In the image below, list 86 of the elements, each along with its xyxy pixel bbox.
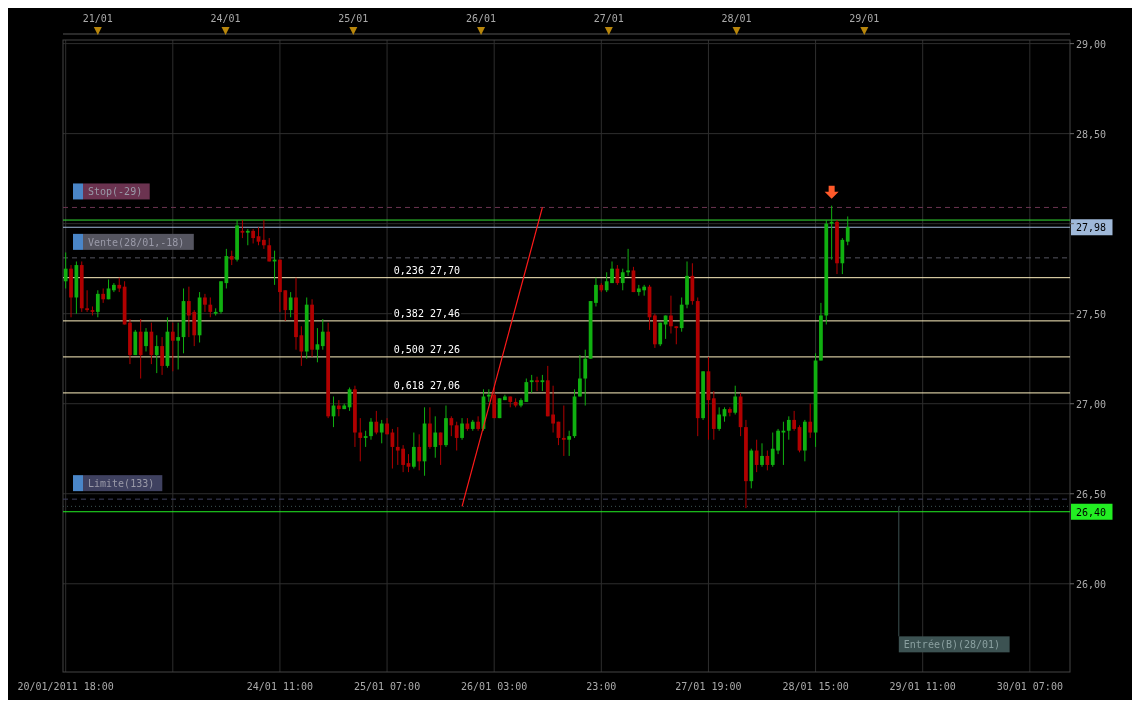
candlestick bbox=[583, 349, 588, 407]
candlestick bbox=[728, 406, 732, 417]
candlestick bbox=[315, 327, 320, 363]
y-tick-label: 26,00 bbox=[1076, 578, 1107, 590]
candlestick bbox=[594, 277, 598, 307]
candlestick bbox=[256, 226, 261, 246]
candlestick bbox=[476, 415, 480, 432]
candlestick bbox=[379, 419, 384, 444]
candlestick bbox=[85, 289, 89, 313]
candlestick bbox=[535, 376, 539, 392]
text: 26/01 bbox=[466, 13, 497, 24]
candlestick bbox=[288, 291, 293, 318]
annotation: 0,500 27,26 bbox=[393, 343, 461, 355]
candlestick bbox=[369, 417, 373, 441]
candlestick bbox=[829, 205, 834, 261]
annotation: 0,618 27,06 bbox=[393, 379, 461, 391]
y-tick-label: 27,50 bbox=[1076, 308, 1107, 320]
ref-line-label: Stop(-29) bbox=[88, 186, 143, 198]
ref-line-label: Limite(133) bbox=[88, 478, 155, 490]
candlestick bbox=[792, 410, 797, 432]
annotation: 0,382 27,46 bbox=[393, 307, 461, 319]
candlestick bbox=[261, 219, 266, 250]
candlestick bbox=[417, 433, 422, 471]
candlestick bbox=[626, 248, 630, 277]
candlestick bbox=[374, 410, 379, 435]
candlestick bbox=[411, 432, 416, 470]
x-tick-label: 27/01 19:00 bbox=[675, 681, 742, 692]
x-tick-label: 28/01 15:00 bbox=[782, 681, 849, 692]
candlestick bbox=[674, 325, 679, 345]
candlestick bbox=[208, 296, 213, 318]
candlestick bbox=[567, 430, 572, 457]
candlestick bbox=[460, 417, 464, 441]
x-tick-label: 29/01 11:00 bbox=[889, 681, 956, 692]
candlestick bbox=[428, 406, 432, 450]
candlestick bbox=[786, 415, 791, 441]
candlestick bbox=[203, 293, 207, 313]
ref-line-label: Vente(28/01,-18) bbox=[88, 236, 185, 248]
candlestick bbox=[765, 450, 770, 471]
candlestick bbox=[176, 322, 181, 370]
text: 24/01 bbox=[210, 13, 241, 24]
candlestick bbox=[170, 322, 175, 372]
ref-line-label: Entrée(B)(28/01) bbox=[903, 639, 1001, 651]
candlestick bbox=[669, 295, 673, 334]
candlestick bbox=[717, 406, 722, 432]
candlestick bbox=[95, 289, 100, 318]
candlestick bbox=[433, 415, 438, 459]
x-tick-label: 26/01 03:00 bbox=[461, 681, 528, 692]
annotation: 0,236 27,70 bbox=[393, 264, 461, 276]
candlestick bbox=[144, 327, 148, 352]
text: 25/01 bbox=[338, 13, 369, 24]
y-tick-label: 27,00 bbox=[1076, 398, 1107, 410]
candlestick bbox=[754, 439, 759, 473]
text: 28/01 bbox=[721, 13, 752, 24]
candlestick bbox=[679, 296, 684, 333]
candlestick bbox=[529, 374, 534, 394]
ref-line-label: 27,98 bbox=[1076, 222, 1107, 234]
candlestick bbox=[358, 417, 363, 462]
candlestick bbox=[449, 415, 454, 437]
candlestick bbox=[845, 215, 850, 246]
candlestick bbox=[808, 403, 813, 439]
candlestick bbox=[320, 318, 325, 351]
candlestick bbox=[154, 334, 159, 374]
text: 21/01 bbox=[82, 13, 113, 24]
y-tick-label: 29,00 bbox=[1076, 38, 1107, 50]
y-tick-label: 28,50 bbox=[1076, 128, 1107, 140]
candlestick bbox=[63, 251, 68, 289]
candlestick bbox=[840, 237, 845, 275]
y-tick-label: 26,50 bbox=[1076, 488, 1107, 500]
candlestick bbox=[133, 329, 138, 356]
candlestick bbox=[620, 268, 625, 291]
candlestick bbox=[138, 318, 143, 380]
x-tick-label: 20/01/2011 18:00 bbox=[17, 681, 114, 692]
candlestick bbox=[492, 387, 497, 419]
text: 27/01 bbox=[593, 13, 624, 24]
candlestick bbox=[578, 354, 582, 398]
text: 29/01 bbox=[849, 13, 880, 24]
candlestick bbox=[760, 442, 764, 468]
candlestick bbox=[561, 405, 566, 457]
candlestick bbox=[733, 385, 738, 416]
x-tick-label: 24/01 11:00 bbox=[246, 681, 314, 692]
ref-line-label: 26,40 bbox=[1076, 506, 1107, 518]
candlestick bbox=[160, 336, 164, 376]
x-tick-label: 25/01 07:00 bbox=[353, 681, 421, 692]
x-tick-label: 23:00 bbox=[586, 681, 617, 692]
x-tick-label: 30/01 07:00 bbox=[996, 681, 1063, 692]
candlestick bbox=[454, 421, 459, 452]
